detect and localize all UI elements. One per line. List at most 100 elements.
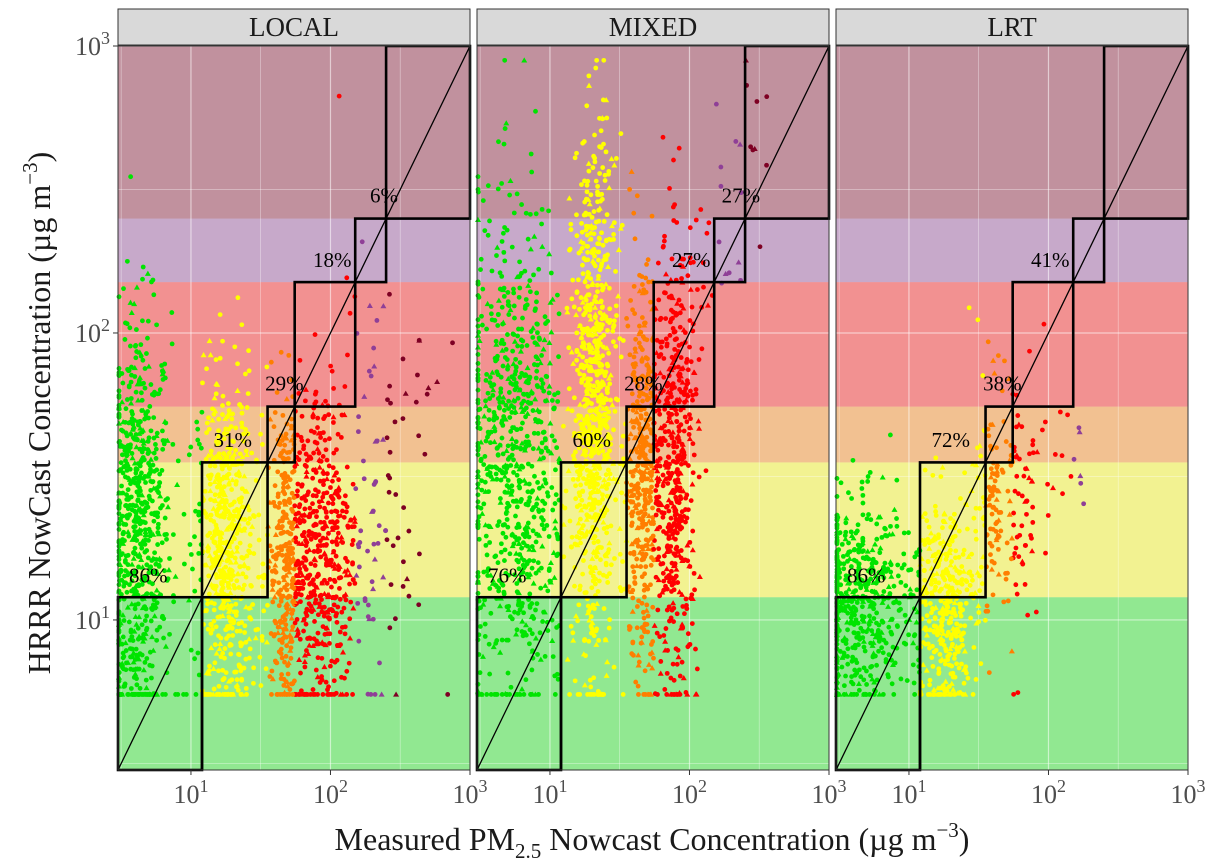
scatter-point: [225, 481, 232, 487]
scatter-point: [140, 512, 147, 518]
scatter-point: [486, 641, 492, 647]
scatter-point: [239, 528, 245, 534]
scatter-point: [531, 558, 537, 564]
scatter-point: [126, 368, 132, 373]
y-tick-label: 101: [75, 602, 110, 635]
scatter-point: [122, 639, 129, 646]
scatter-point: [505, 332, 510, 337]
scatter-point: [550, 654, 556, 660]
scatter-point: [624, 315, 629, 321]
scatter-point: [243, 426, 248, 432]
scatter-point: [331, 678, 337, 684]
scatter-point: [706, 220, 712, 226]
scatter-point: [235, 570, 242, 577]
scatter-point: [302, 398, 308, 404]
scatter-point: [138, 390, 144, 396]
scatter-point: [370, 616, 376, 622]
scatter-point: [603, 417, 609, 423]
scatter-point: [289, 639, 295, 644]
scatter-point: [320, 624, 326, 630]
scatter-point: [679, 659, 685, 665]
scatter-point: [205, 548, 211, 554]
scatter-point: [671, 551, 677, 557]
scatter-point: [137, 474, 142, 480]
scatter-point: [488, 429, 494, 435]
scatter-point: [207, 463, 213, 469]
scatter-point: [554, 553, 560, 559]
scatter-point: [293, 460, 300, 466]
scatter-point: [658, 352, 664, 357]
scatter-point: [501, 589, 507, 595]
scatter-point: [142, 509, 148, 514]
scatter-point: [149, 498, 155, 504]
scatter-point: [271, 594, 278, 600]
scatter-point: [550, 507, 556, 513]
scatter-point: [674, 435, 680, 441]
scatter-point: [477, 670, 483, 676]
scatter-point: [502, 57, 508, 63]
scatter-point: [359, 239, 365, 245]
scatter-point: [308, 603, 314, 609]
scatter-point: [484, 326, 489, 332]
scatter-point: [336, 93, 342, 99]
scatter-point: [572, 583, 577, 589]
scatter-point: [119, 660, 126, 666]
scatter-point: [583, 653, 588, 659]
aqi-band: [118, 46, 470, 219]
scatter-point: [611, 232, 617, 237]
scatter-point: [234, 387, 241, 393]
scatter-point: [581, 312, 587, 318]
scatter-point: [151, 292, 157, 298]
scatter-point: [695, 287, 700, 292]
scatter-point: [322, 437, 328, 443]
scatter-point: [701, 284, 706, 290]
scatter-point: [582, 403, 588, 409]
scatter-point: [497, 467, 503, 473]
scatter-point: [311, 523, 317, 528]
scatter-point: [515, 343, 521, 349]
scatter-point: [192, 588, 198, 594]
scatter-point: [284, 683, 291, 689]
scatter-point: [577, 471, 583, 477]
scatter-point: [492, 554, 498, 560]
scatter-point: [641, 627, 647, 633]
scatter-point: [527, 603, 533, 609]
scatter-point: [136, 554, 141, 559]
scatter-point: [336, 477, 342, 483]
scatter-point: [285, 563, 291, 568]
scatter-point: [296, 579, 303, 585]
scatter-point: [283, 622, 289, 628]
scatter-point: [673, 646, 679, 652]
scatter-point: [485, 232, 491, 238]
scatter-point: [595, 183, 600, 189]
scatter-point: [605, 327, 610, 333]
scatter-point: [475, 293, 481, 298]
scatter-point: [317, 504, 323, 510]
scatter-point: [214, 575, 220, 580]
scatter-point: [640, 398, 645, 404]
scatter-point: [144, 351, 149, 356]
scatter-point: [646, 442, 652, 448]
scatter-point: [356, 638, 362, 644]
scatter-point: [531, 505, 536, 510]
x-tick-label: 103: [453, 776, 488, 809]
scatter-point: [300, 586, 306, 591]
scatter-point: [505, 366, 510, 372]
scatter-point: [142, 366, 148, 371]
scatter-point: [223, 692, 229, 697]
scatter-point: [840, 553, 846, 559]
scatter-point: [356, 414, 361, 420]
scatter-point: [603, 472, 609, 478]
scatter-point: [494, 692, 500, 697]
scatter-point: [256, 537, 262, 543]
scatter-point: [275, 469, 281, 475]
scatter-point: [206, 415, 211, 421]
scatter-point: [211, 478, 218, 484]
scatter-point: [613, 303, 619, 309]
scatter-point: [280, 629, 287, 635]
scatter-point: [229, 625, 235, 631]
scatter-point: [160, 613, 165, 619]
scatter-point: [595, 589, 601, 594]
scatter-point: [128, 627, 134, 633]
scatter-point: [592, 132, 597, 138]
